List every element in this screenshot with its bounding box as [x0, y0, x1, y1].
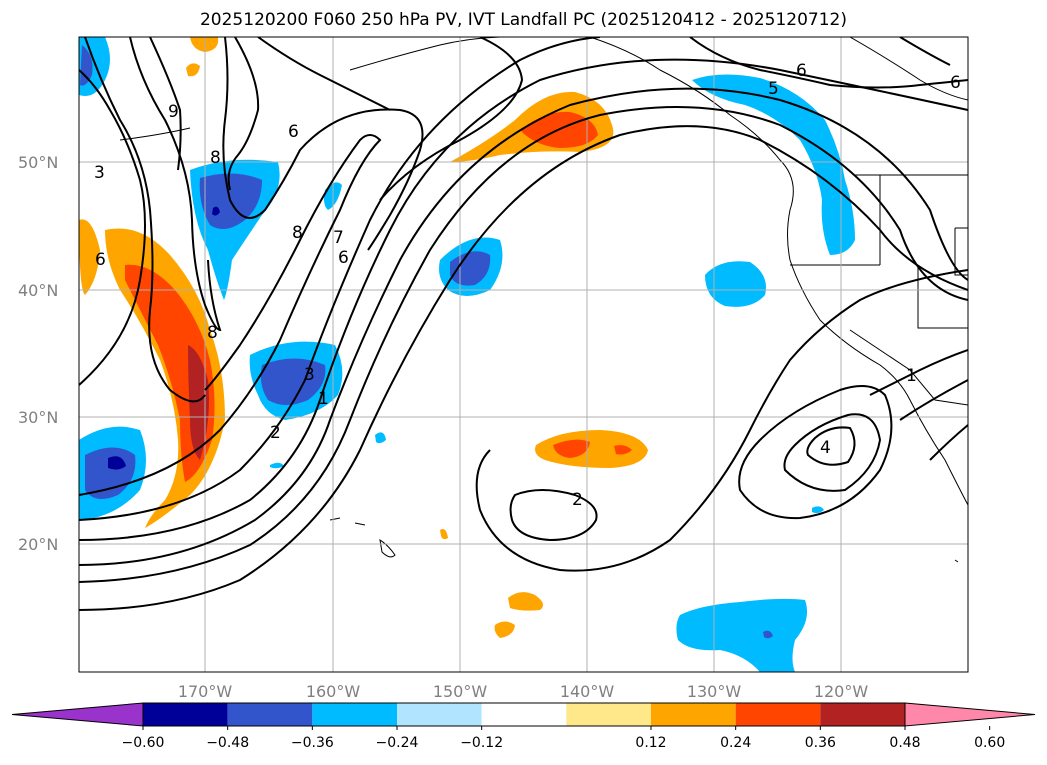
borders: [790, 174, 968, 406]
colorbar: [11, 702, 1036, 727]
colorbar-segment: [397, 703, 482, 726]
longitude-labels: 170°W 160°W 150°W 140°W 130°W 120°W: [178, 682, 869, 701]
colorbar-segment: [735, 703, 821, 726]
contour-label: 9: [168, 102, 179, 122]
contour-labels: 6 6 9 3 8 8 7 6 8 3 2 1 2 4 1 5 6 6: [94, 61, 961, 510]
colorbar-tick-label: −0.12: [460, 735, 503, 751]
contour-label: 6: [288, 122, 299, 142]
lon-label: 120°W: [814, 682, 869, 701]
pc-shading: [79, 37, 855, 672]
lon-label: 160°W: [306, 682, 361, 701]
contour-label: 3: [304, 365, 315, 385]
colorbar-tick-label: −0.48: [206, 735, 249, 751]
lon-label: 130°W: [687, 682, 742, 701]
pv-contours: [79, 37, 968, 611]
contour-label: 8: [210, 148, 221, 168]
contour-label: 1: [318, 389, 329, 409]
contour-label: 4: [820, 438, 831, 458]
contour-label: 6: [338, 248, 349, 268]
colorbar-extend-min: [11, 702, 144, 727]
contour-label: 2: [572, 490, 583, 510]
colorbar-ticks: −0.60 −0.48 −0.36 −0.24 −0.12 0.12 0.24 0.36 0.4…: [122, 726, 1005, 751]
colorbar-frame: [142, 702, 906, 727]
colorbar-tick-label: −0.36: [291, 735, 334, 751]
contour-label: 5: [768, 79, 779, 99]
lat-label: 50°N: [18, 153, 58, 172]
colorbar-tick-label: 0.48: [889, 735, 920, 751]
lon-label: 150°W: [433, 682, 488, 701]
contour-label: 6: [95, 250, 106, 270]
coastlines: [119, 37, 968, 563]
map-frame: [78, 36, 969, 673]
contour-label: 1: [906, 366, 917, 386]
colorbar-tick-label: −0.24: [376, 735, 419, 751]
colorbar-tick-label: 0.36: [805, 735, 836, 751]
colorbar-tick-label: 0.60: [974, 735, 1005, 751]
contour-label: 2: [270, 423, 281, 443]
lon-label: 140°W: [560, 682, 615, 701]
colorbar-segment: [227, 703, 313, 726]
lat-label: 20°N: [18, 535, 58, 554]
colorbar-tick-label: 0.24: [720, 735, 751, 751]
lat-label: 30°N: [18, 408, 58, 427]
contour-label: 8: [292, 223, 303, 243]
colorbar-tick-label: −0.60: [122, 735, 165, 751]
lat-label: 40°N: [18, 281, 58, 300]
colorbar-extend-max: [904, 702, 1036, 727]
gridlines: [79, 37, 968, 672]
colorbar-tick-label: 0.12: [635, 735, 666, 751]
contour-label: 6: [950, 73, 961, 93]
colorbar-segment: [143, 703, 228, 726]
colorbar-segment: [566, 703, 651, 726]
colorbar-segment: [820, 703, 905, 726]
map-title: 2025120200 F060 250 hPa PV, IVT Landfall…: [199, 10, 847, 30]
contour-label: 6: [796, 61, 807, 81]
contour-label: 8: [207, 323, 218, 343]
lon-label: 170°W: [178, 682, 233, 701]
colorbar-segment: [312, 703, 397, 726]
latitude-labels: 50°N 40°N 30°N 20°N: [18, 153, 58, 554]
contour-label: 3: [94, 163, 105, 183]
colorbar-segment: [651, 703, 736, 726]
colorbar-segment: [481, 703, 567, 726]
contour-label: 7: [333, 228, 344, 248]
